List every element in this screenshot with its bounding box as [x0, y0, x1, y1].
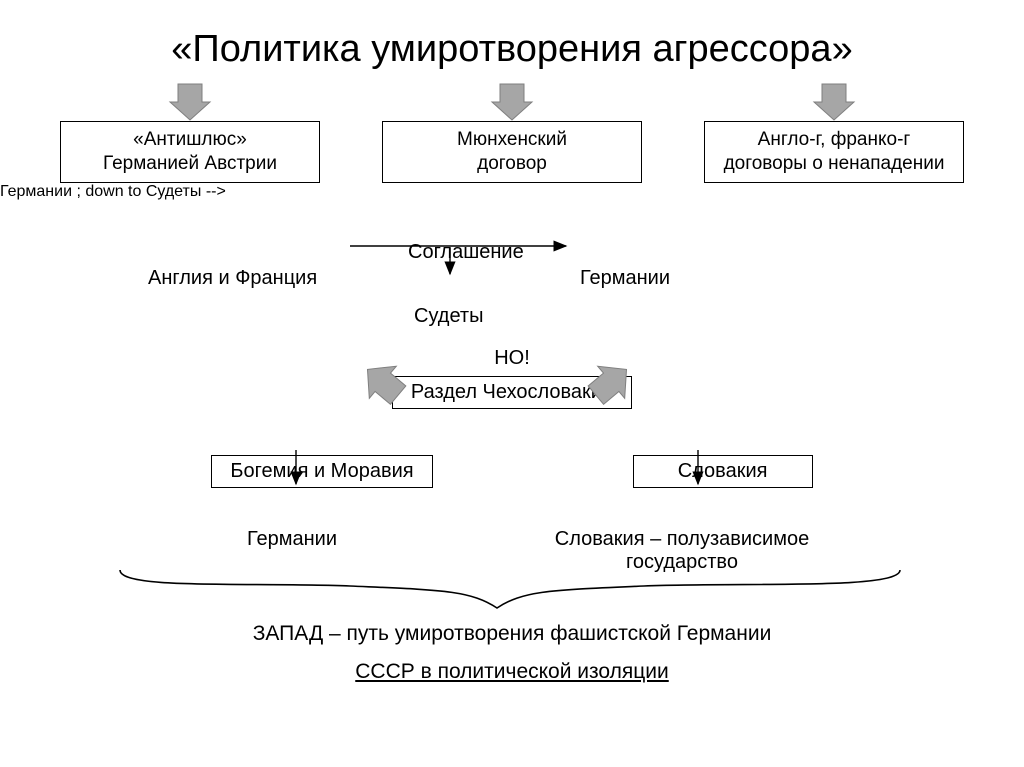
box-czechoslovakia-split: Раздел Чехословакии [392, 376, 632, 409]
box-text: «Антишлюс» [133, 129, 247, 150]
block-arrow-down-icon [170, 84, 210, 120]
box-text: Англо-г, франко-г [758, 129, 911, 150]
box-bohemia-moravia: Богемия и Моравия [211, 455, 432, 488]
result-slovakia: Словакия – полузависимое государство [522, 528, 842, 574]
box-anschluss: «Антишлюс» Германией Австрии [60, 121, 320, 183]
block-arrow-down-icon [492, 84, 532, 120]
top-row: «Антишлюс» Германией Австрии Мюнхенский … [0, 121, 1024, 183]
label-germany: Германии [580, 267, 670, 290]
agreement-row: Англия и Франция Соглашение Германии Суд… [0, 241, 1024, 321]
page-title: «Политика умиротворения агрессора» [0, 0, 1024, 79]
box-text: договор [477, 153, 547, 174]
conclusion-west: ЗАПАД – путь умиротворения фашистской Ге… [0, 622, 1024, 646]
curly-brace-icon [120, 570, 900, 608]
box-slovakia: Словакия [633, 455, 813, 488]
label-sudety: Судеты [414, 305, 483, 328]
label-but: НО! [0, 347, 1024, 370]
box-munich: Мюнхенский договор [382, 121, 642, 183]
box-text: договоры о ненападении [724, 153, 945, 174]
block-arrow-down-icon [814, 84, 854, 120]
box-nonaggression: Англо-г, франко-г договоры о ненападении [704, 121, 964, 183]
result-germany: Германии [182, 528, 402, 574]
result-row: Германии Словакия – полузависимое госуда… [0, 528, 1024, 574]
pivot-section: НО! Раздел Чехословакии [0, 347, 1024, 409]
box-text: Германией Австрии [103, 153, 277, 174]
conclusion-ussr: СССР в политической изоляции [0, 660, 1024, 684]
split-row: Богемия и Моравия Словакия [0, 455, 1024, 488]
label-agreement: Соглашение [408, 241, 524, 264]
box-text: Мюнхенский [457, 129, 567, 150]
label-england-france: Англия и Франция [148, 267, 317, 290]
